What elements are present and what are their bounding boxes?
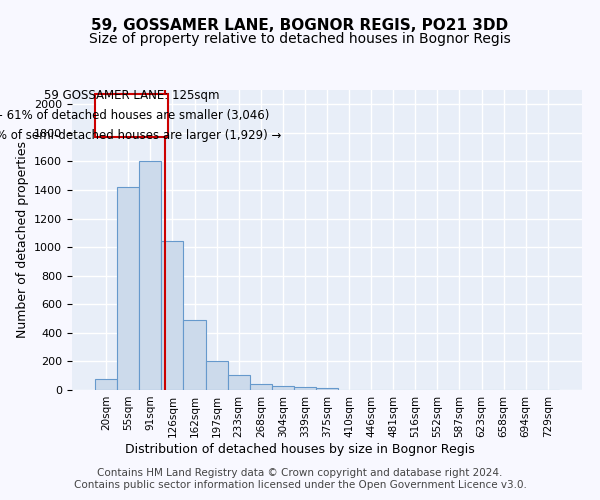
Bar: [95, 378, 117, 390]
Bar: [250, 384, 272, 390]
FancyBboxPatch shape: [95, 94, 168, 137]
Bar: [294, 387, 316, 390]
Text: 59 GOSSAMER LANE: 125sqm
← 61% of detached houses are smaller (3,046)
39% of sem: 59 GOSSAMER LANE: 125sqm ← 61% of detach…: [0, 89, 282, 142]
Bar: [139, 162, 161, 390]
Bar: [184, 320, 206, 390]
Y-axis label: Number of detached properties: Number of detached properties: [16, 142, 29, 338]
Text: 59, GOSSAMER LANE, BOGNOR REGIS, PO21 3DD: 59, GOSSAMER LANE, BOGNOR REGIS, PO21 3D…: [91, 18, 509, 32]
Text: Distribution of detached houses by size in Bognor Regis: Distribution of detached houses by size …: [125, 442, 475, 456]
Bar: [316, 388, 338, 390]
Bar: [272, 386, 294, 390]
Text: Size of property relative to detached houses in Bognor Regis: Size of property relative to detached ho…: [89, 32, 511, 46]
Bar: [227, 375, 250, 390]
Text: Contains HM Land Registry data © Crown copyright and database right 2024.
Contai: Contains HM Land Registry data © Crown c…: [74, 468, 526, 490]
Bar: [161, 242, 184, 390]
Bar: [206, 362, 227, 390]
Bar: [117, 187, 139, 390]
